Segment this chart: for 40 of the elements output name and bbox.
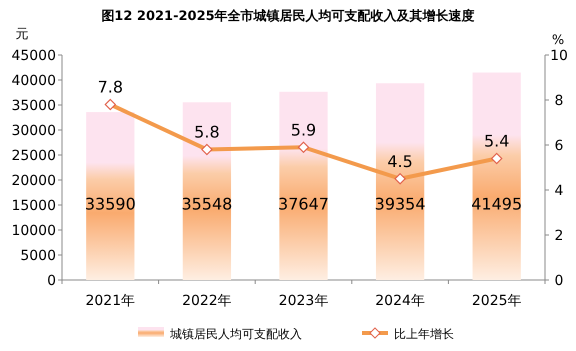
y2-tick-label: 6 [554, 138, 564, 154]
legend-label: 城镇居民人均可支配收入 [169, 327, 302, 341]
bar [182, 102, 232, 280]
bar [86, 112, 134, 280]
y2-tick-label: 8 [554, 93, 564, 109]
data-label: 7.8 [98, 78, 124, 96]
y-tick-label: 30000 [11, 123, 56, 139]
y2-tick-label: 4 [554, 183, 564, 199]
legend-label: 比上年增长 [394, 327, 454, 341]
y-tick-label: 35000 [11, 98, 56, 114]
bar [472, 72, 521, 280]
x-tick-label: 2023年 [278, 293, 328, 309]
data-label: 5.8 [194, 122, 220, 142]
data-label: 33590 [84, 194, 136, 214]
data-label: 41495 [471, 194, 522, 214]
y-tick-label: 5000 [20, 248, 56, 264]
y2-tick-label: 2 [554, 228, 564, 244]
y2-axis-title: % [552, 33, 564, 48]
data-label: 35548 [181, 194, 232, 214]
y-tick-label: 0 [47, 273, 56, 289]
y-tick-label: 40000 [11, 73, 56, 89]
data-label: 37647 [278, 194, 329, 214]
y-tick-label: 20000 [11, 173, 56, 189]
chart-title: 图12 2021-2025年全市城镇居民人均可支配收入及其增长速度 [101, 8, 475, 24]
y-tick-label: 45000 [11, 48, 56, 64]
bar [279, 92, 328, 280]
x-tick-label: 2025年 [472, 293, 522, 309]
x-tick-label: 2022年 [182, 293, 232, 309]
y-tick-label: 25000 [11, 148, 56, 164]
bar [376, 83, 424, 280]
y2-tick-label: 0 [554, 273, 564, 289]
y-tick-label: 10000 [11, 223, 56, 239]
x-tick-label: 2021年 [85, 293, 136, 309]
y-tick-label: 15000 [11, 198, 56, 214]
data-label: 5.4 [484, 132, 510, 150]
y2-tick-label: 10 [550, 48, 568, 64]
data-label: 5.9 [290, 120, 316, 140]
y-axis-title: 元 [16, 27, 28, 42]
data-label: 4.5 [387, 152, 413, 171]
x-tick-label: 2024年 [375, 293, 425, 309]
